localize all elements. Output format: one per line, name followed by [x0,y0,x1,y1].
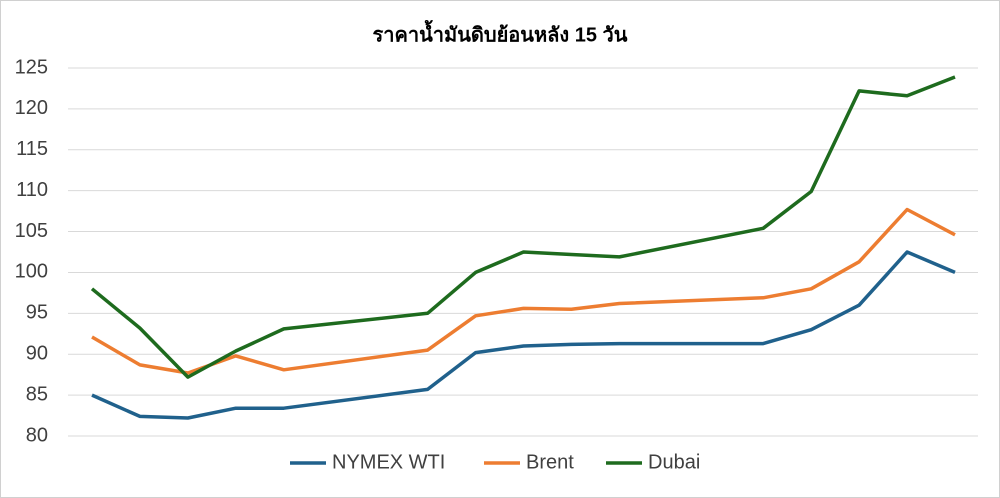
y-tick-label: 105 [15,220,48,242]
y-tick-label: 100 [15,261,48,283]
y-tick-label: 95 [26,302,48,324]
chart-title: ราคาน้ำมันดิบย้อนหลัง 15 วัน [373,19,628,46]
y-tick-label: 90 [26,343,48,365]
legend-label: Dubai [648,451,700,473]
legend-label: NYMEX WTI [332,451,445,473]
y-tick-label: 80 [26,424,48,446]
y-tick-label: 125 [15,56,48,78]
series-line [91,250,956,420]
y-tick-label: 85 [26,383,48,405]
series-line [90,75,956,379]
y-tick-label: 115 [16,138,48,160]
y-tick-label: 110 [16,179,48,201]
legend-label: Brent [526,451,574,473]
y-tick-label: 120 [15,97,48,119]
